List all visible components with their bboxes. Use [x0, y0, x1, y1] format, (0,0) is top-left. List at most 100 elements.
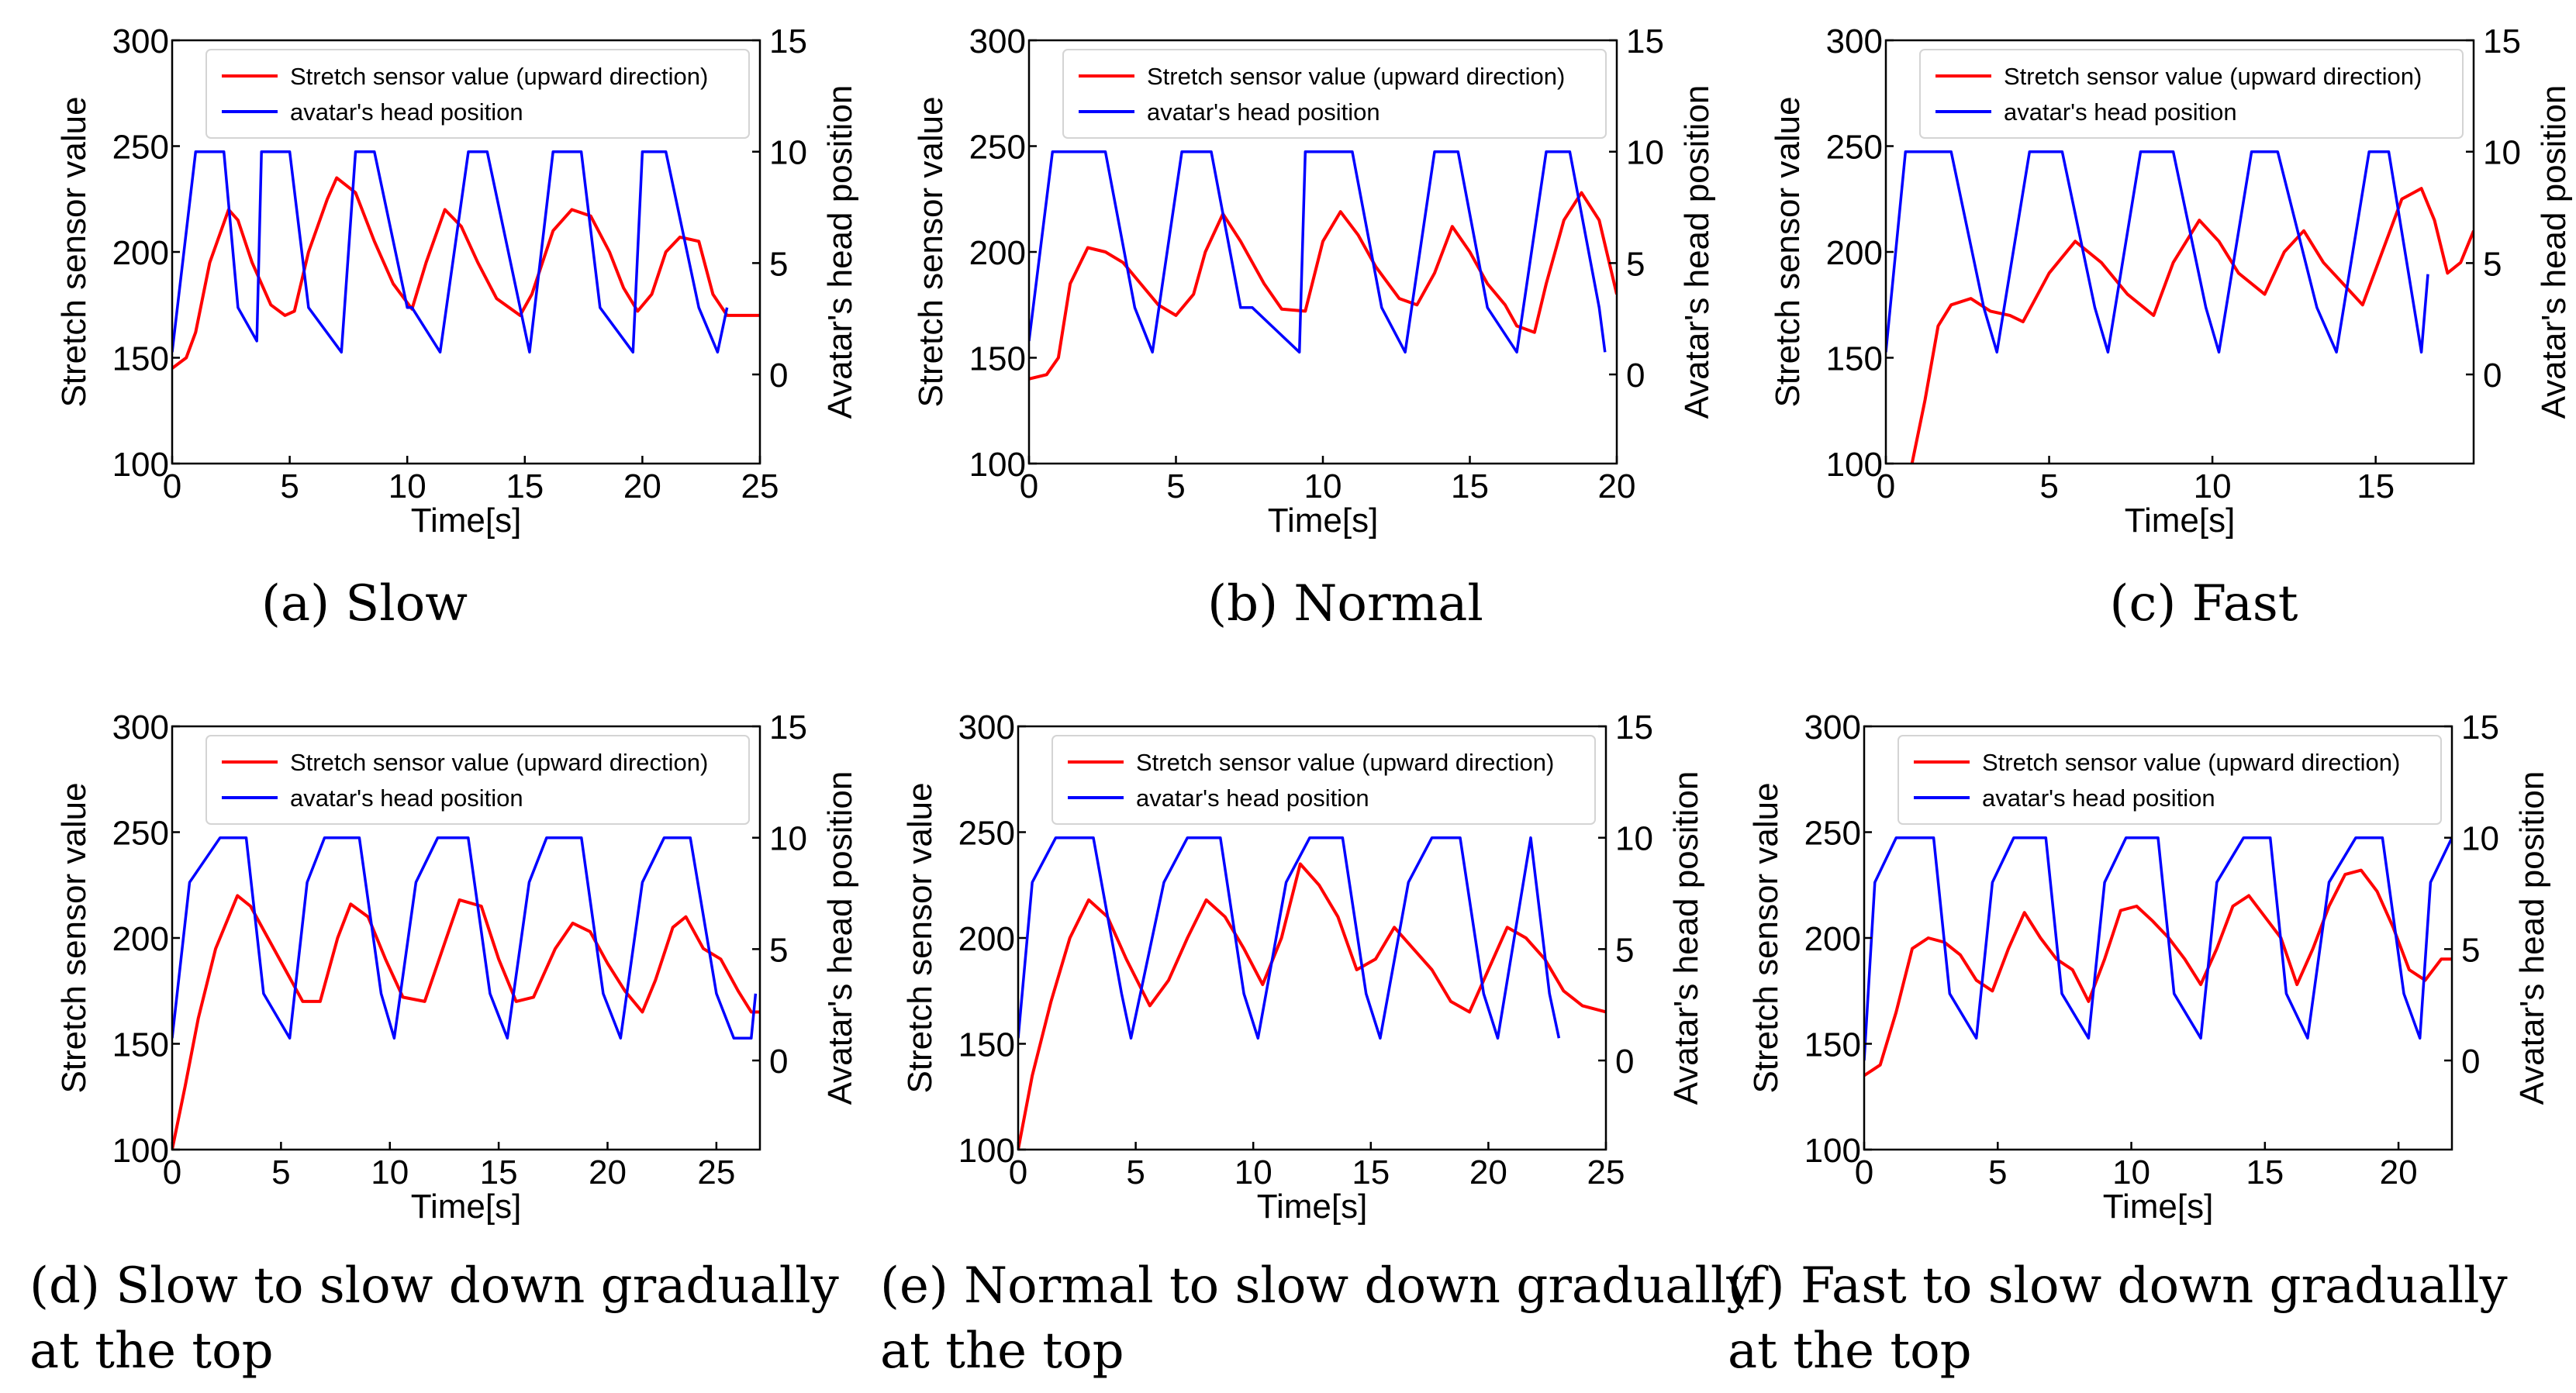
y-right-tick-label: 10: [1626, 134, 1664, 172]
y-tick-label: 150: [1804, 1026, 1861, 1064]
y-axis-label: Stretch sensor value: [1769, 96, 1807, 407]
y-right-axis-label: Avatar's head position: [821, 771, 859, 1105]
x-tick-label: 0: [1020, 467, 1038, 505]
y-right-tick-label: 5: [2483, 245, 2502, 283]
series-line-head-position: [1864, 836, 2452, 1061]
y-right-tick-label: 0: [769, 357, 788, 395]
x-tick-label: 15: [1352, 1153, 1390, 1191]
y-right-axis-label: Avatar's head position: [821, 85, 859, 419]
x-tick-label: 25: [741, 467, 779, 505]
x-tick-label: 15: [1451, 467, 1489, 505]
y-right-tick-label: 0: [2483, 357, 2502, 395]
chart-panel-b: 0 5 10 15 20 100 150 200 250 300 0 5 10 15 Time[s] Stre…: [912, 22, 1716, 633]
y-tick-label: 100: [958, 1132, 1015, 1170]
y-axis-label: Stretch sensor value: [1747, 782, 1785, 1093]
panel-caption: (c) Fast: [2110, 575, 2298, 633]
x-tick-label: 10: [2194, 467, 2232, 505]
y-right-tick-label: 0: [1626, 357, 1645, 395]
y-tick-label: 250: [958, 815, 1015, 853]
y-axis-label: Stretch sensor value: [55, 782, 93, 1093]
x-axis-label: Time[s]: [411, 502, 522, 540]
y-tick-label: 150: [969, 340, 1026, 378]
x-axis-label: Time[s]: [411, 1188, 522, 1226]
chart-panel-c: 0 5 10 15 100 150 200 250 300 0 5 10 15 Time[s] Stretc…: [1769, 22, 2573, 633]
chart-panel-f: 0 5 10 15 20 100 150 200 250 300 0 5 10 15 Time[s] Stre…: [1728, 709, 2551, 1380]
x-axis-label: Time[s]: [2125, 502, 2236, 540]
y-right-tick-label: 0: [1615, 1043, 1634, 1081]
y-tick-label: 200: [1804, 920, 1861, 958]
y-tick-label: 250: [969, 129, 1026, 167]
x-tick-label: 10: [371, 1153, 409, 1191]
legend-box: [1897, 735, 2442, 825]
y-tick-label: 250: [112, 129, 169, 167]
x-tick-label: 10: [1234, 1153, 1272, 1191]
legend: Stretch sensor value (upward direction) a…: [205, 735, 750, 825]
x-tick-label: 25: [1587, 1153, 1625, 1191]
y-right-tick-label: 5: [769, 245, 788, 283]
y-right-tick-label: 0: [769, 1043, 788, 1081]
y-axis-label: Stretch sensor value: [901, 782, 939, 1093]
series-line-sensor: [172, 894, 760, 1150]
x-tick-label: 20: [1598, 467, 1636, 505]
y-right-axis-label: Avatar's head position: [1678, 85, 1716, 419]
x-tick-label: 25: [697, 1153, 735, 1191]
x-axis-label: Time[s]: [1268, 502, 1379, 540]
y-tick-label: 300: [112, 709, 169, 746]
panel-caption: (e) Normal to slow down gradually: [880, 1257, 1755, 1315]
y-tick-label: 250: [112, 815, 169, 853]
y-tick-label: 300: [969, 22, 1026, 60]
y-right-tick-label: 15: [2483, 22, 2521, 60]
y-right-tick-label: 15: [1626, 22, 1664, 60]
y-tick-label: 200: [958, 920, 1015, 958]
y-right-axis-label: Avatar's head position: [2535, 85, 2573, 419]
legend-label: avatar's head position: [290, 98, 523, 126]
y-tick-label: 150: [958, 1026, 1015, 1064]
chart-panel-e: 0 5 10 15 20 25100150200250300051015Time[s]St…: [880, 709, 1755, 1380]
series-line-sensor: [1029, 191, 1617, 381]
y-tick-label: 300: [1804, 709, 1861, 746]
y-right-tick-label: 0: [2461, 1043, 2480, 1081]
x-tick-label: 15: [2357, 467, 2395, 505]
panel-caption: (a) Slow: [261, 575, 468, 633]
series-line-sensor: [1018, 862, 1606, 1150]
panel-caption: at the top: [1728, 1322, 1972, 1380]
y-tick-label: 250: [1826, 129, 1883, 167]
y-axis-label: Stretch sensor value: [912, 96, 950, 407]
x-tick-label: 15: [2246, 1153, 2284, 1191]
y-tick-label: 250: [1804, 815, 1861, 853]
legend-box: [1062, 49, 1607, 139]
legend-box: [205, 49, 750, 139]
y-tick-label: 100: [969, 446, 1026, 484]
legend-label: avatar's head position: [2004, 98, 2237, 126]
y-right-tick-label: 10: [2461, 820, 2499, 858]
x-tick-label: 20: [623, 467, 661, 505]
legend-label: Stretch sensor value (upward direction): [1136, 749, 1554, 776]
y-tick-label: 150: [112, 1026, 169, 1064]
legend-label: Stretch sensor value (upward direction): [290, 749, 708, 776]
y-right-tick-label: 10: [769, 820, 807, 858]
x-axis-label: Time[s]: [1257, 1188, 1368, 1226]
y-tick-label: 150: [112, 340, 169, 378]
y-tick-label: 200: [1826, 234, 1883, 272]
panel-caption: at the top: [29, 1322, 274, 1380]
y-tick-label: 200: [112, 920, 169, 958]
y-axis-label: Stretch sensor value: [55, 96, 93, 407]
x-tick-label: 20: [1469, 1153, 1507, 1191]
y-tick-label: 100: [1826, 446, 1883, 484]
x-tick-label: 10: [1304, 467, 1342, 505]
y-right-tick-label: 15: [769, 22, 807, 60]
series-line-head-position: [1018, 836, 1561, 1040]
legend-label: avatar's head position: [1136, 784, 1369, 812]
y-right-tick-label: 15: [2461, 709, 2499, 746]
x-tick-label: 0: [1855, 1153, 1873, 1191]
y-tick-label: 100: [112, 446, 169, 484]
x-axis-label: Time[s]: [2103, 1188, 2214, 1226]
panel-caption: at the top: [880, 1322, 1124, 1380]
y-tick-label: 100: [112, 1132, 169, 1170]
x-tick-label: 5: [1126, 1153, 1145, 1191]
y-tick-label: 150: [1826, 340, 1883, 378]
x-tick-label: 10: [388, 467, 426, 505]
y-right-tick-label: 5: [1615, 931, 1634, 969]
legend-label: avatar's head position: [1982, 784, 2215, 812]
